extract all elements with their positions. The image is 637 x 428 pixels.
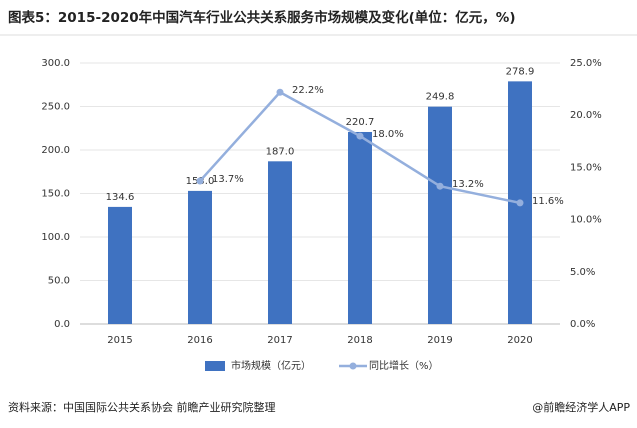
bar-value-label: 249.8 xyxy=(426,92,455,103)
x-tick-label: 2019 xyxy=(427,335,452,346)
y-tick-label: 300.0 xyxy=(41,58,70,69)
y2-tick-label: 25.0% xyxy=(570,58,602,69)
bar-value-label: 278.9 xyxy=(506,66,535,77)
y2-tick-label: 5.0% xyxy=(570,267,595,278)
y-tick-label: 200.0 xyxy=(41,145,70,156)
line-marker xyxy=(276,88,284,96)
line-marker xyxy=(356,132,364,140)
x-tick-label: 2020 xyxy=(507,335,532,346)
bar xyxy=(268,161,292,324)
y-tick-label: 100.0 xyxy=(41,232,70,243)
credit: @前瞻经济学人APP xyxy=(532,400,630,414)
bar-value-label: 220.7 xyxy=(346,117,375,128)
y2-tick-label: 0.0% xyxy=(570,319,595,330)
line-marker xyxy=(196,177,204,185)
x-tick-label: 2016 xyxy=(187,335,212,346)
line-value-label: 18.0% xyxy=(372,129,404,140)
bar xyxy=(348,131,372,324)
chart-title: 图表5：2015-2020年中国汽车行业公共关系服务市场规模及变化(单位：亿元，… xyxy=(8,9,516,26)
bar xyxy=(188,190,212,324)
y2-tick-label: 10.0% xyxy=(570,215,602,226)
line-value-label: 13.2% xyxy=(452,179,484,190)
bar xyxy=(428,106,452,324)
source: 资料来源：中国国际公共关系协会 前瞻产业研究院整理 xyxy=(8,400,276,414)
y2-tick-label: 20.0% xyxy=(570,110,602,121)
legend-swatch xyxy=(205,361,225,371)
y-tick-label: 250.0 xyxy=(41,102,70,113)
line-marker xyxy=(516,199,524,207)
bar-value-label: 134.6 xyxy=(106,192,135,203)
y2-tick-label: 15.0% xyxy=(570,162,602,173)
line-value-label: 22.2% xyxy=(292,85,324,96)
x-tick-label: 2015 xyxy=(107,335,132,346)
legend-label: 市场规模（亿元） xyxy=(231,359,311,372)
y-tick-label: 150.0 xyxy=(41,189,70,200)
legend-swatch xyxy=(349,362,357,370)
x-tick-label: 2017 xyxy=(267,335,292,346)
y-tick-label: 0.0 xyxy=(54,319,70,330)
line-value-label: 13.7% xyxy=(212,174,244,185)
y-tick-label: 50.0 xyxy=(48,276,70,287)
legend-label: 同比增长（%） xyxy=(369,359,439,372)
line-value-label: 11.6% xyxy=(532,196,564,207)
x-tick-label: 2018 xyxy=(347,335,372,346)
line-marker xyxy=(436,182,444,190)
bar xyxy=(108,206,132,324)
bar-value-label: 187.0 xyxy=(266,146,295,157)
